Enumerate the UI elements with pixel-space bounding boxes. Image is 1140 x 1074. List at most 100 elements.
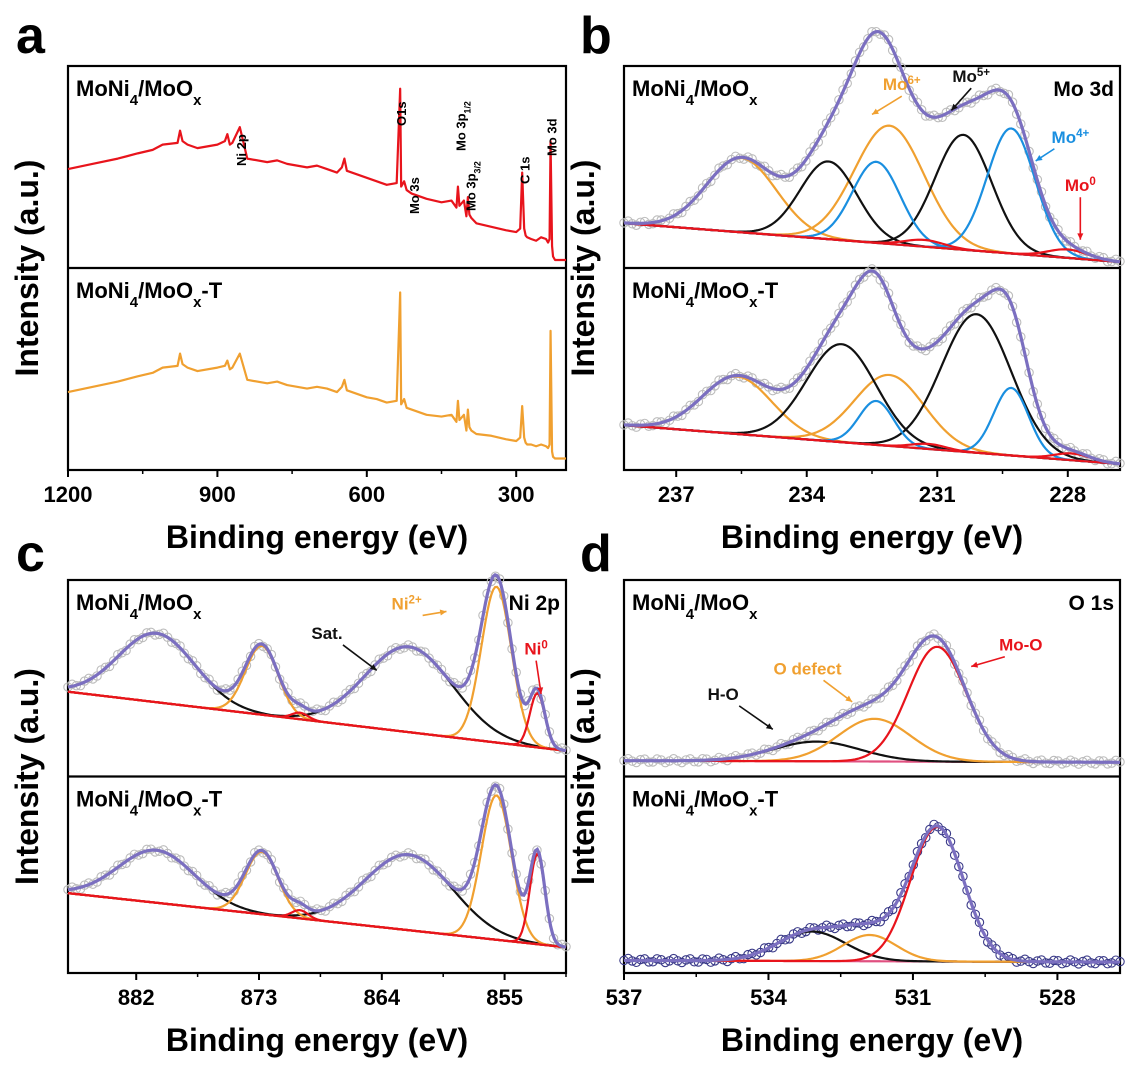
raw-data-point	[1065, 955, 1076, 965]
fit-component	[623, 373, 1121, 466]
sample-label-part: -T	[757, 278, 778, 303]
peak-annotation-part: Ni	[392, 594, 409, 613]
peak-annotation: O defect	[774, 659, 842, 678]
peak-annotation: Mo-O	[999, 636, 1042, 655]
fit-component	[623, 424, 1121, 465]
raw-data-point	[345, 887, 355, 898]
sample-label-part: 4	[130, 606, 139, 623]
panel-c-2: MoNi4/MoOx-T	[63, 781, 571, 952]
y-axis-label: Intensity (a.u.)	[9, 160, 45, 377]
sample-label-part: 4	[130, 802, 139, 819]
annotation-arrow	[342, 644, 378, 672]
annotation-arrowhead	[765, 723, 773, 730]
survey-line-1	[67, 87, 566, 262]
raw-data-point	[792, 373, 803, 383]
core-level-label: Ni 2p	[509, 592, 560, 615]
raw-data-point	[991, 741, 1001, 751]
raw-data-point	[863, 34, 873, 44]
annotation-arrowhead	[369, 664, 377, 671]
raw-data-point	[191, 870, 202, 881]
peak-annotation: H-O	[708, 685, 739, 704]
peak-annotation: Mo6+	[883, 75, 921, 94]
peak-annotation-part: 5+	[977, 67, 990, 79]
peak-annotation-part: Ni	[524, 640, 541, 659]
raw-data-point	[445, 881, 455, 891]
fit-component	[624, 825, 1121, 964]
peak-annotation-part: Mo	[883, 75, 908, 94]
sample-label-part: /MoO	[138, 787, 193, 812]
peak-annotation: Mo0	[1065, 176, 1096, 195]
sample-label-part: x	[193, 606, 202, 623]
raw-data-point	[1102, 759, 1113, 769]
x-axis-label: Binding energy (eV)	[721, 519, 1023, 555]
x-tick-label: 534	[750, 985, 787, 1010]
peak-annotation-part: O1s	[394, 101, 409, 126]
raw-data-point	[200, 880, 210, 890]
sample-label-part: 4	[130, 92, 139, 109]
sample-label-part: /MoO	[694, 76, 749, 101]
annotation-arrowhead	[971, 661, 979, 668]
raw-data-point	[1111, 955, 1121, 965]
peak-annotation: Mo 3d	[545, 118, 560, 156]
sample-label: MoNi4/MoOx	[76, 76, 202, 109]
peak-annotation: O1s	[394, 101, 409, 126]
peak-annotation-part: 0	[541, 640, 547, 652]
x-tick-label: 600	[348, 482, 385, 507]
sample-label: MoNi4/MoOx-T	[632, 787, 779, 820]
peak-annotation-part: Mo 3p	[453, 113, 468, 151]
sample-label-part: -T	[201, 787, 222, 812]
x-tick-label: 855	[486, 985, 523, 1010]
sample-label-part: 4	[130, 294, 139, 311]
peak-annotation: Mo 3s	[407, 177, 422, 214]
raw-data-point	[817, 128, 828, 138]
x-tick-label: 900	[199, 482, 236, 507]
raw-data-point	[652, 954, 662, 964]
raw-data-point	[171, 853, 181, 863]
fit-component	[67, 690, 567, 752]
raw-data-point	[825, 113, 836, 123]
peak-annotation-part: Mo	[1065, 176, 1090, 195]
peak-annotation-part: C 1s	[518, 157, 533, 184]
sample-label-part: x	[749, 802, 758, 819]
peak-annotation: C 1s	[518, 157, 533, 184]
peak-annotation-part: 2+	[409, 594, 422, 606]
x-tick-label: 234	[788, 482, 825, 507]
x-tick-label: 864	[363, 985, 400, 1010]
raw-data-point	[415, 646, 426, 656]
fit-component	[67, 849, 567, 949]
fit-component	[67, 850, 567, 949]
x-tick-label: 882	[118, 985, 155, 1010]
peak-annotation-part: Mo	[1052, 128, 1077, 147]
peak-annotation-part: Ni 2p	[234, 134, 249, 166]
raw-data-point	[685, 196, 695, 207]
raw-data-point	[710, 170, 720, 180]
x-axis-label: Binding energy (eV)	[166, 1022, 468, 1058]
raw-data-point	[792, 163, 803, 173]
raw-data-point	[183, 865, 194, 876]
annotation-arrowhead	[1035, 154, 1043, 161]
x-axis-label: Binding energy (eV)	[166, 519, 468, 555]
x-tick-label: 231	[919, 482, 956, 507]
raw-data-points	[619, 819, 1125, 969]
raw-data-point	[954, 313, 964, 324]
sample-label-part: MoNi	[632, 590, 686, 615]
peak-annotation-part: 6+	[907, 75, 920, 87]
x-ticks-b: 237 234 231 228	[658, 470, 1086, 507]
fit-component	[67, 644, 567, 752]
annotation-arrowhead	[537, 687, 544, 694]
panel-d-2: MoNi4/MoOx-T	[619, 787, 1125, 969]
x-tick-label: 228	[1049, 482, 1086, 507]
x-tick-label: 237	[658, 482, 695, 507]
sample-label-part: MoNi	[632, 76, 686, 101]
sample-label-part: MoNi	[76, 590, 130, 615]
raw-data-point	[825, 717, 836, 728]
fit-component	[623, 717, 1120, 764]
figure-letter-c: c	[16, 525, 45, 583]
raw-data-point	[871, 694, 881, 704]
fit-component	[67, 794, 567, 949]
figure-letter-d: d	[580, 525, 612, 583]
peak-annotation: Ni0	[524, 640, 547, 659]
peak-annotation: Ni 2p	[234, 134, 249, 166]
